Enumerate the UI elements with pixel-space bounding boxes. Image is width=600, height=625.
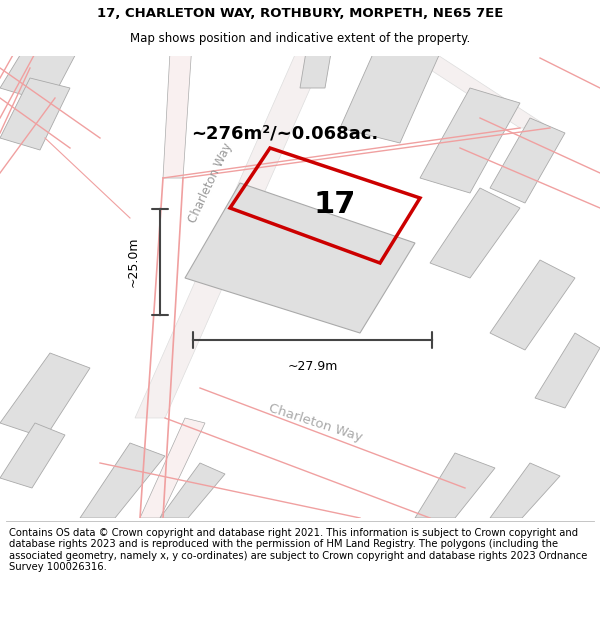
Polygon shape [0, 78, 70, 150]
Polygon shape [490, 118, 565, 203]
Polygon shape [340, 38, 440, 143]
Polygon shape [490, 463, 560, 518]
Polygon shape [80, 443, 165, 518]
Text: 17: 17 [314, 190, 356, 219]
Polygon shape [163, 0, 195, 178]
Polygon shape [430, 188, 520, 278]
Polygon shape [140, 418, 205, 518]
Text: ~27.9m: ~27.9m [287, 360, 338, 373]
Text: Map shows position and indicative extent of the property.: Map shows position and indicative extent… [130, 32, 470, 46]
Polygon shape [490, 260, 575, 350]
Polygon shape [320, 0, 550, 128]
Polygon shape [535, 333, 600, 408]
Polygon shape [0, 0, 100, 103]
Polygon shape [415, 453, 495, 518]
Polygon shape [300, 0, 340, 88]
Text: Charleton Way: Charleton Way [186, 141, 234, 225]
Text: Contains OS data © Crown copyright and database right 2021. This information is : Contains OS data © Crown copyright and d… [9, 528, 587, 572]
Polygon shape [0, 353, 90, 438]
Polygon shape [185, 183, 415, 333]
Text: ~276m²/~0.068ac.: ~276m²/~0.068ac. [191, 124, 379, 142]
Text: ~25.0m: ~25.0m [127, 237, 140, 288]
Polygon shape [160, 463, 225, 518]
Polygon shape [0, 423, 65, 488]
Polygon shape [135, 0, 350, 418]
Polygon shape [420, 88, 520, 193]
Text: Charleton Way: Charleton Way [266, 402, 364, 444]
Text: 17, CHARLETON WAY, ROTHBURY, MORPETH, NE65 7EE: 17, CHARLETON WAY, ROTHBURY, MORPETH, NE… [97, 7, 503, 20]
